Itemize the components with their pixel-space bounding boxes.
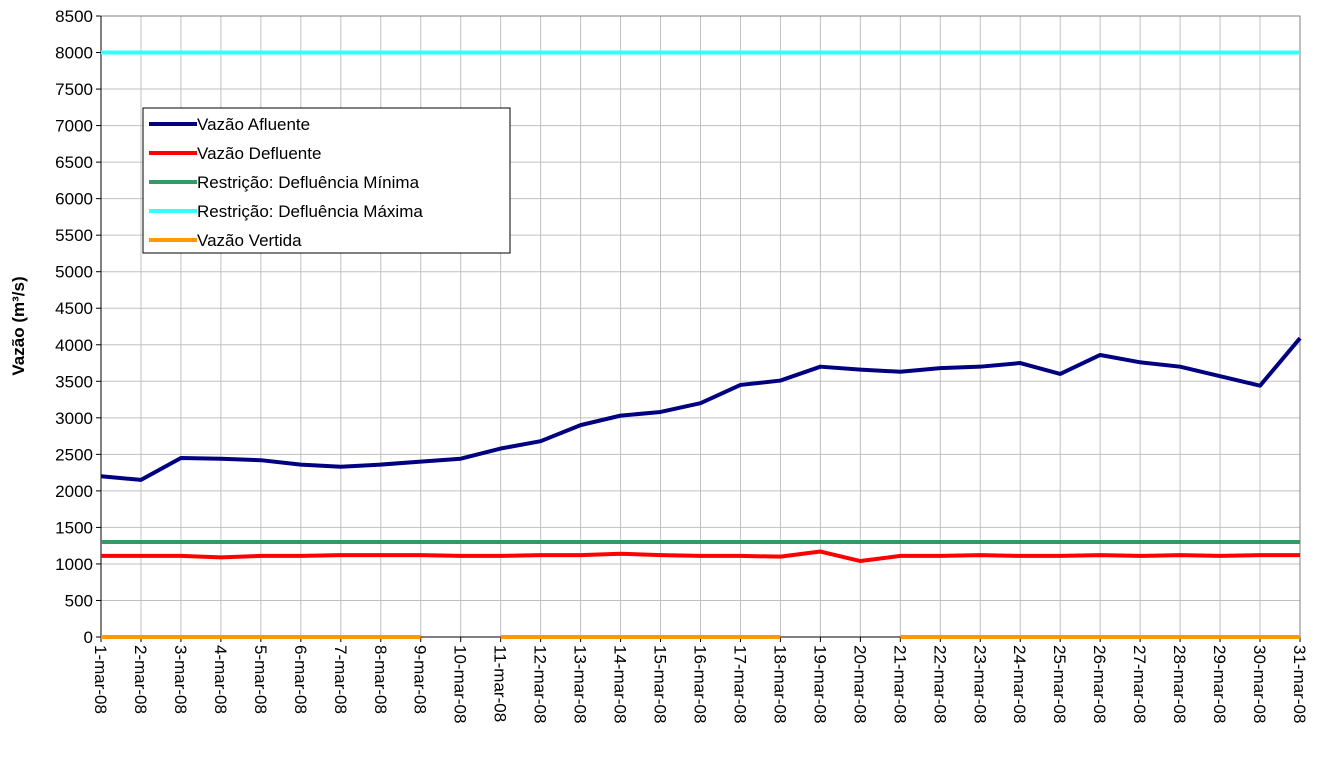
y-tick-label: 4500 [55, 299, 93, 318]
y-tick-label: 8000 [55, 44, 93, 63]
x-tick-label: 6-mar-08 [291, 645, 310, 714]
y-tick-label: 2000 [55, 482, 93, 501]
y-tick-label: 3000 [55, 409, 93, 428]
legend-box [142, 107, 511, 254]
x-tick-label: 21-mar-08 [890, 645, 909, 723]
x-tick-label: 18-mar-08 [770, 645, 789, 723]
x-tick-label: 4-mar-08 [211, 645, 230, 714]
x-tick-label: 30-mar-08 [1250, 645, 1269, 723]
y-tick-label: 4000 [55, 336, 93, 355]
y-tick-label: 7000 [55, 117, 93, 136]
y-tick-label: 6000 [55, 190, 93, 209]
x-tick-label: 24-mar-08 [1010, 645, 1029, 723]
x-tick-label: 7-mar-08 [331, 645, 350, 714]
x-tick-label: 2-mar-08 [131, 645, 150, 714]
legend-label: Vazão Defluente [197, 144, 321, 163]
legend-label: Restrição: Defluência Máxima [197, 202, 423, 221]
x-tick-label: 16-mar-08 [691, 645, 710, 723]
y-tick-label: 1500 [55, 518, 93, 537]
x-tick-label: 12-mar-08 [531, 645, 550, 723]
x-tick-label: 20-mar-08 [850, 645, 869, 723]
y-tick-label: 2500 [55, 445, 93, 464]
x-tick-label: 9-mar-08 [411, 645, 430, 714]
x-tick-label: 10-mar-08 [451, 645, 470, 723]
x-tick-label: 23-mar-08 [970, 645, 989, 723]
y-tick-label: 7500 [55, 80, 93, 99]
x-tick-label: 28-mar-08 [1170, 645, 1189, 723]
x-tick-label: 27-mar-08 [1130, 645, 1149, 723]
x-tick-label: 3-mar-08 [171, 645, 190, 714]
x-tick-label: 25-mar-08 [1050, 645, 1069, 723]
x-tick-label: 1-mar-08 [91, 645, 110, 714]
legend-label: Vazão Afluente [197, 115, 310, 134]
y-tick-label: 5500 [55, 226, 93, 245]
y-tick-label: 6500 [55, 153, 93, 172]
y-tick-label: 8500 [55, 7, 93, 26]
x-tick-label: 14-mar-08 [611, 645, 630, 723]
legend-label: Vazão Vertida [197, 231, 302, 250]
x-tick-label: 8-mar-08 [371, 645, 390, 714]
y-tick-label: 0 [84, 628, 93, 647]
y-tick-label: 5000 [55, 263, 93, 282]
x-tick-label: 31-mar-08 [1290, 645, 1309, 723]
x-tick-label: 22-mar-08 [930, 645, 949, 723]
series-line [101, 549, 1300, 564]
series-line [100, 336, 1302, 482]
y-tick-label: 500 [65, 591, 93, 610]
y-tick-label: 3500 [55, 372, 93, 391]
x-tick-label: 15-mar-08 [651, 645, 670, 723]
x-tick-label: 19-mar-08 [810, 645, 829, 723]
x-tick-label: 26-mar-08 [1090, 645, 1109, 723]
x-tick-label: 29-mar-08 [1210, 645, 1229, 723]
x-tick-label: 11-mar-08 [491, 645, 510, 722]
y-tick-label: 1000 [55, 555, 93, 574]
x-tick-label: 17-mar-08 [730, 645, 749, 723]
x-tick-label: 13-mar-08 [571, 645, 590, 723]
y-axis-label: Vazão (m³/s) [9, 276, 28, 375]
legend-label: Restrição: Defluência Mínima [197, 173, 420, 192]
x-tick-label: 5-mar-08 [251, 645, 270, 714]
